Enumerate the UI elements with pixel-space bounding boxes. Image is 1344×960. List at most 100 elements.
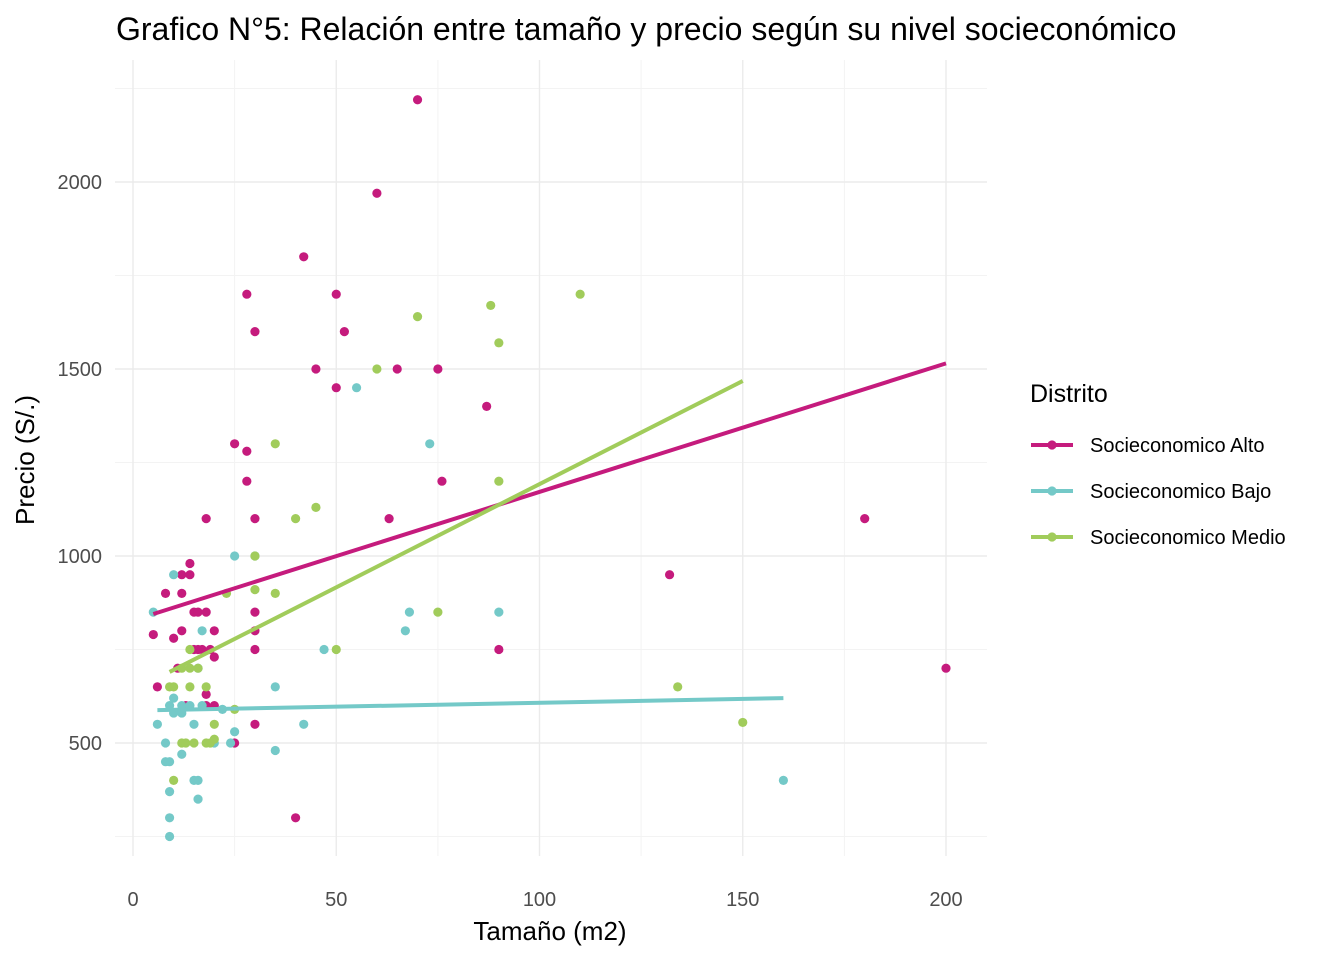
data-point xyxy=(372,188,382,198)
data-point xyxy=(299,719,309,729)
data-point xyxy=(412,312,423,322)
data-point xyxy=(270,588,280,599)
data-point xyxy=(185,570,195,580)
data-point xyxy=(494,476,504,486)
data-point xyxy=(664,570,675,580)
data-points xyxy=(148,95,951,842)
data-point xyxy=(164,787,175,797)
data-point xyxy=(941,663,951,673)
x-tick-label: 50 xyxy=(325,889,347,911)
y-tick-label: 1500 xyxy=(58,359,103,381)
data-point xyxy=(482,401,492,411)
data-point xyxy=(331,644,341,655)
data-point xyxy=(299,252,309,262)
chart-title: Grafico N°5: Relación entre tamaño y pre… xyxy=(116,11,1176,47)
data-point xyxy=(291,514,301,524)
data-point xyxy=(392,364,402,374)
data-point xyxy=(201,682,211,692)
legend-point xyxy=(1047,486,1057,496)
data-point xyxy=(209,734,219,744)
data-point xyxy=(193,607,203,617)
data-point xyxy=(197,626,207,636)
data-point xyxy=(209,652,219,662)
data-point xyxy=(486,300,496,311)
trend-line xyxy=(152,361,947,616)
data-point xyxy=(181,738,191,748)
data-point xyxy=(177,570,187,580)
data-point xyxy=(152,719,162,729)
data-point xyxy=(270,745,280,756)
data-point xyxy=(209,626,219,636)
data-point xyxy=(433,607,443,617)
data-point xyxy=(201,514,211,524)
data-point xyxy=(225,738,236,748)
data-point xyxy=(351,383,362,393)
data-point xyxy=(412,95,423,105)
trend-lines xyxy=(152,361,947,713)
data-point xyxy=(193,775,203,786)
data-point xyxy=(404,607,415,617)
legend-point xyxy=(1047,440,1057,450)
data-point xyxy=(197,644,207,655)
data-point xyxy=(185,663,195,673)
y-axis-title: Precio (S/.) xyxy=(10,395,40,525)
data-point xyxy=(738,717,748,728)
data-point xyxy=(230,727,240,737)
data-point xyxy=(250,607,260,617)
legend-label: Socieconomico Medio xyxy=(1090,527,1286,549)
data-point xyxy=(169,682,179,692)
data-point xyxy=(169,775,179,786)
legend-items: Socieconomico Alto Socieconomico Bajo Soci… xyxy=(1031,435,1286,549)
data-point xyxy=(189,738,199,748)
data-point xyxy=(250,551,260,561)
data-point xyxy=(185,682,195,692)
data-point xyxy=(311,364,321,374)
data-point xyxy=(384,514,394,524)
data-point xyxy=(270,439,280,449)
data-point xyxy=(160,738,171,748)
y-tick-label: 2000 xyxy=(58,172,103,194)
data-point xyxy=(177,749,187,759)
data-point xyxy=(230,551,240,561)
data-point xyxy=(177,626,187,636)
data-point xyxy=(250,327,260,337)
legend-item: Socieconomico Alto xyxy=(1031,435,1265,457)
legend: Distrito Socieconomico AltoSocieconomico… xyxy=(1030,380,1286,549)
data-point xyxy=(778,775,789,786)
data-point xyxy=(148,629,158,640)
x-axis-tick-labels: 0 50 100 150 200 xyxy=(127,889,962,911)
data-point xyxy=(575,289,585,299)
legend-label: Socieconomico Bajo xyxy=(1090,481,1271,503)
legend-item: Socieconomico Medio xyxy=(1031,527,1286,549)
data-point xyxy=(425,439,435,449)
data-point xyxy=(372,364,382,374)
data-point xyxy=(209,719,219,729)
data-point xyxy=(270,682,280,692)
data-point xyxy=(433,364,443,374)
data-point xyxy=(400,626,410,636)
x-tick-label: 150 xyxy=(726,889,759,911)
data-point xyxy=(169,633,179,643)
data-point xyxy=(242,476,252,486)
grid-minor-lines xyxy=(115,60,987,856)
data-point xyxy=(169,693,179,703)
data-point xyxy=(339,327,349,337)
data-point xyxy=(494,338,504,348)
legend-title: Distrito xyxy=(1030,380,1108,408)
y-axis-tick-labels: 500 1000 1500 2000 xyxy=(58,172,103,755)
grid-major-lines xyxy=(115,60,987,856)
x-tick-label: 200 xyxy=(929,889,962,911)
data-point xyxy=(331,383,341,393)
x-tick-label: 100 xyxy=(523,889,556,911)
data-point xyxy=(193,794,203,804)
legend-label: Socieconomico Alto xyxy=(1090,435,1265,457)
data-point xyxy=(177,588,187,599)
y-tick-label: 1000 xyxy=(58,546,103,568)
data-point xyxy=(201,689,211,699)
trend-line xyxy=(168,379,744,674)
y-tick-label: 500 xyxy=(69,733,102,755)
trend-line xyxy=(157,696,784,713)
data-point xyxy=(673,682,683,692)
data-point xyxy=(319,644,329,655)
